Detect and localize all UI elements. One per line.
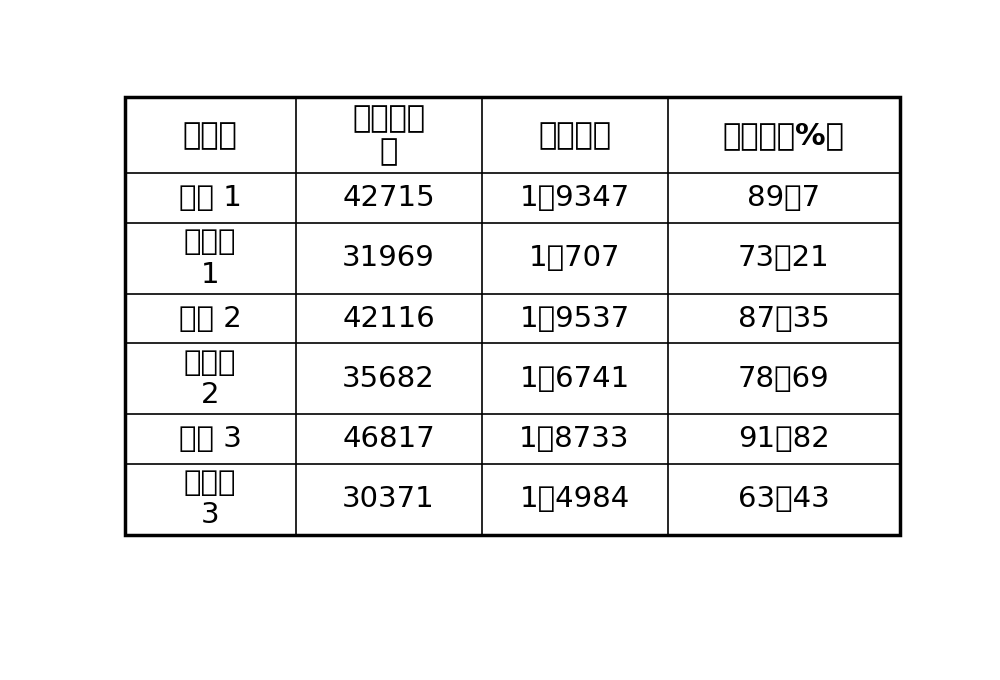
Text: 35682: 35682 bbox=[342, 364, 435, 393]
Text: 73．21: 73．21 bbox=[738, 244, 830, 272]
Text: 1．6741: 1．6741 bbox=[519, 364, 630, 393]
Text: 实例 3: 实例 3 bbox=[179, 425, 242, 453]
Text: 31969: 31969 bbox=[342, 244, 435, 272]
Text: 46817: 46817 bbox=[342, 425, 435, 453]
Text: 减水剂: 减水剂 bbox=[183, 121, 238, 150]
Text: 1．4984: 1．4984 bbox=[519, 485, 630, 513]
Text: 91．82: 91．82 bbox=[738, 425, 830, 453]
Text: 对比例
3: 对比例 3 bbox=[184, 469, 237, 529]
Text: 1．9347: 1．9347 bbox=[519, 184, 630, 212]
Text: 63．43: 63．43 bbox=[738, 485, 830, 513]
Text: 1．707: 1．707 bbox=[529, 244, 620, 272]
Text: 30371: 30371 bbox=[342, 485, 435, 513]
Bar bbox=[125, 97, 900, 534]
Text: 42715: 42715 bbox=[342, 184, 435, 212]
Text: 实例 2: 实例 2 bbox=[179, 305, 242, 333]
Text: 89．7: 89．7 bbox=[747, 184, 820, 212]
Text: 1．8733: 1．8733 bbox=[519, 425, 630, 453]
Text: 重均分子
量: 重均分子 量 bbox=[352, 104, 425, 167]
Text: 87．35: 87．35 bbox=[738, 305, 830, 333]
Text: 78．69: 78．69 bbox=[738, 364, 830, 393]
Text: 对比例
1: 对比例 1 bbox=[184, 228, 237, 288]
Text: 1．9537: 1．9537 bbox=[519, 305, 630, 333]
Text: 42116: 42116 bbox=[342, 305, 435, 333]
Text: 转化率（%）: 转化率（%） bbox=[723, 121, 845, 150]
Text: 多分散性: 多分散性 bbox=[538, 121, 611, 150]
Text: 对比例
2: 对比例 2 bbox=[184, 349, 237, 409]
Text: 实例 1: 实例 1 bbox=[179, 184, 242, 212]
